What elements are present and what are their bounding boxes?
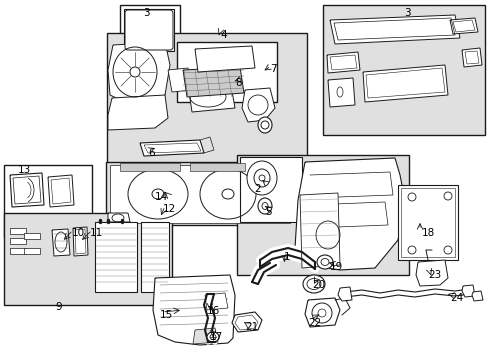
- Ellipse shape: [206, 332, 219, 342]
- Bar: [323, 5, 484, 135]
- PathPatch shape: [108, 213, 130, 222]
- PathPatch shape: [461, 48, 481, 67]
- Bar: [240, 157, 302, 222]
- Text: 17: 17: [209, 332, 223, 342]
- Bar: [107, 33, 306, 163]
- Text: 4: 4: [220, 30, 226, 40]
- PathPatch shape: [10, 238, 26, 244]
- Text: 23: 23: [427, 270, 440, 280]
- Text: 19: 19: [329, 262, 343, 272]
- PathPatch shape: [10, 173, 44, 207]
- PathPatch shape: [108, 95, 168, 130]
- Ellipse shape: [303, 275, 325, 293]
- PathPatch shape: [10, 248, 26, 254]
- Text: 14: 14: [155, 192, 168, 202]
- Bar: [190, 163, 244, 171]
- PathPatch shape: [195, 46, 254, 72]
- PathPatch shape: [73, 227, 88, 256]
- Bar: [120, 163, 180, 171]
- Bar: [95, 222, 137, 292]
- PathPatch shape: [326, 52, 359, 73]
- PathPatch shape: [231, 312, 262, 332]
- Text: 5: 5: [264, 207, 271, 217]
- PathPatch shape: [24, 233, 40, 239]
- PathPatch shape: [187, 80, 235, 112]
- Bar: [400, 188, 454, 257]
- Bar: [120, 5, 180, 57]
- PathPatch shape: [48, 175, 74, 207]
- Text: 1: 1: [284, 252, 290, 262]
- PathPatch shape: [294, 158, 404, 270]
- PathPatch shape: [415, 260, 447, 286]
- Text: 18: 18: [421, 228, 434, 238]
- Text: 10: 10: [72, 228, 85, 238]
- Bar: [4, 165, 92, 237]
- Bar: [237, 155, 408, 275]
- PathPatch shape: [168, 68, 192, 92]
- Text: 15: 15: [160, 310, 173, 320]
- FancyBboxPatch shape: [125, 10, 173, 50]
- Text: 3: 3: [142, 8, 149, 18]
- PathPatch shape: [299, 193, 339, 268]
- PathPatch shape: [193, 328, 218, 344]
- Ellipse shape: [316, 255, 332, 269]
- PathPatch shape: [52, 229, 70, 256]
- PathPatch shape: [108, 42, 170, 102]
- Text: 20: 20: [311, 280, 325, 290]
- PathPatch shape: [329, 15, 459, 44]
- Text: 22: 22: [307, 318, 321, 328]
- Bar: [397, 185, 457, 260]
- Text: 8: 8: [235, 78, 241, 88]
- PathPatch shape: [183, 67, 244, 97]
- PathPatch shape: [461, 285, 474, 297]
- Text: 24: 24: [449, 293, 462, 303]
- Text: 7: 7: [269, 64, 276, 74]
- Text: 11: 11: [90, 228, 103, 238]
- Text: 3: 3: [403, 8, 410, 18]
- Bar: [106, 162, 290, 225]
- Text: 6: 6: [148, 148, 154, 158]
- PathPatch shape: [362, 65, 447, 102]
- PathPatch shape: [449, 18, 477, 34]
- PathPatch shape: [140, 140, 203, 156]
- PathPatch shape: [337, 287, 351, 301]
- Text: 9: 9: [55, 302, 61, 312]
- PathPatch shape: [242, 88, 274, 122]
- Text: 16: 16: [206, 306, 220, 316]
- Text: 13: 13: [18, 165, 31, 175]
- PathPatch shape: [153, 275, 235, 345]
- PathPatch shape: [24, 248, 40, 254]
- Bar: [110, 165, 289, 223]
- Bar: [141, 222, 169, 292]
- Text: 12: 12: [163, 204, 176, 214]
- Ellipse shape: [258, 198, 271, 214]
- Text: 21: 21: [244, 322, 258, 332]
- Text: 2: 2: [253, 184, 260, 194]
- Bar: [124, 9, 174, 51]
- PathPatch shape: [327, 78, 354, 107]
- PathPatch shape: [10, 228, 26, 234]
- Bar: [4, 213, 172, 305]
- Ellipse shape: [246, 161, 276, 195]
- PathPatch shape: [204, 293, 227, 310]
- PathPatch shape: [305, 298, 339, 327]
- Ellipse shape: [258, 117, 271, 133]
- PathPatch shape: [471, 291, 482, 301]
- Bar: [177, 42, 276, 102]
